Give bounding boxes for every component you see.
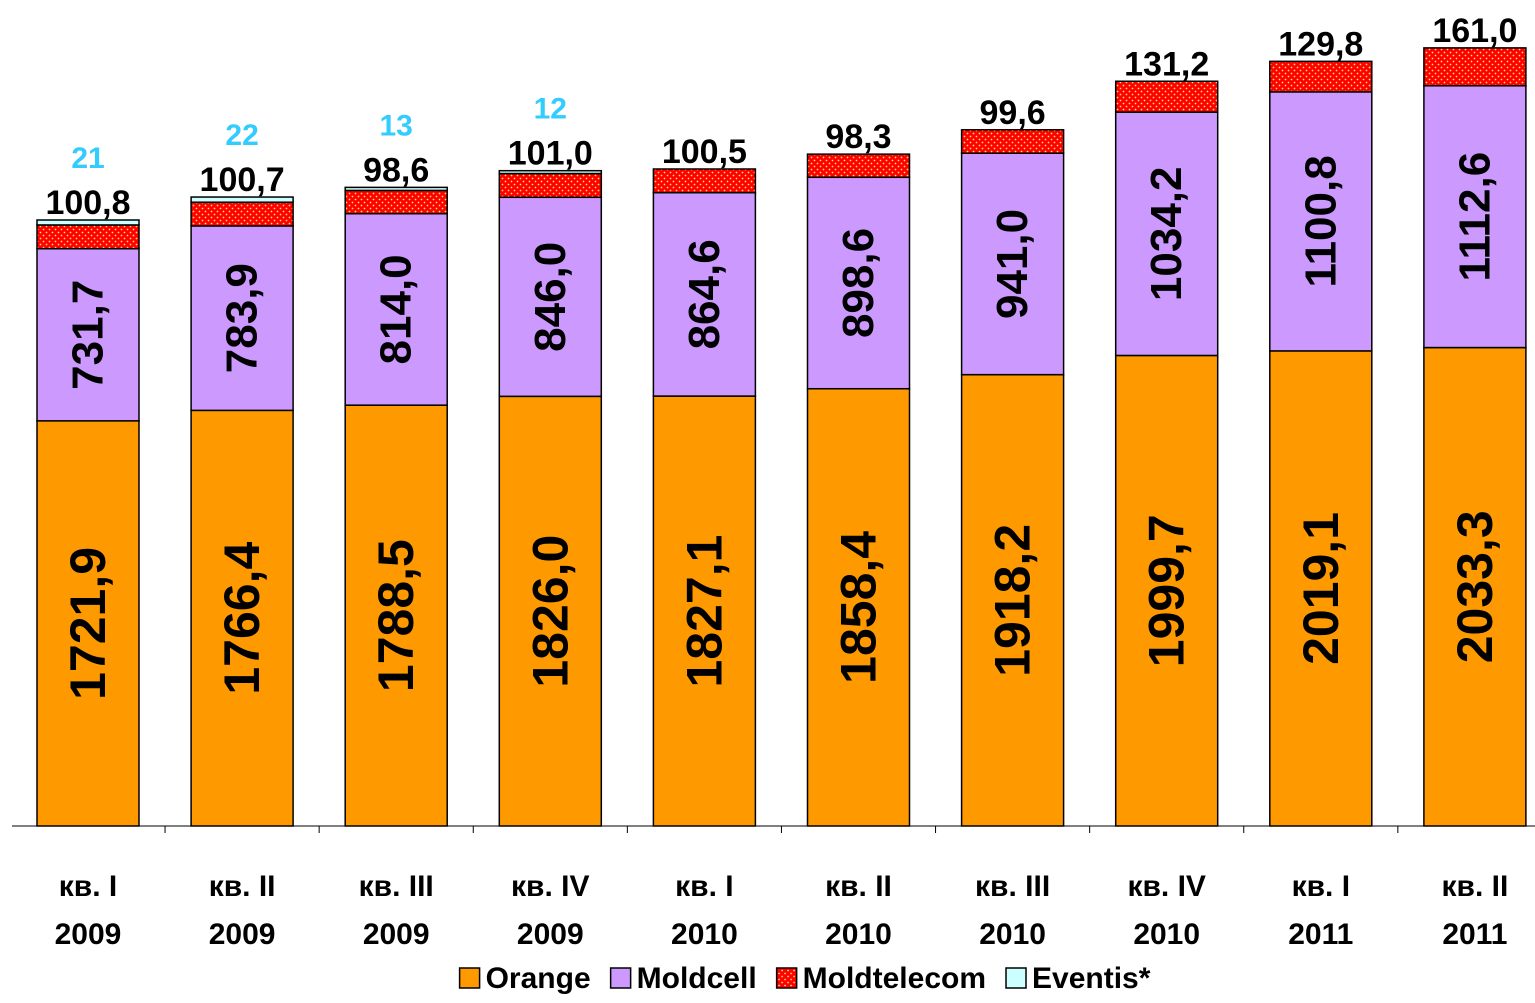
legend-label: Moldtelecom	[803, 962, 986, 995]
bar-segment	[1423, 85, 1527, 349]
data-label: 13	[380, 109, 413, 142]
x-tick-label: кв. IV	[1127, 870, 1205, 903]
data-label: 1788,5	[368, 539, 424, 692]
x-tick-label: 2010	[979, 918, 1046, 951]
bar-segment	[1114, 80, 1219, 113]
legend-swatch	[775, 967, 798, 989]
data-label: 783,9	[218, 263, 267, 373]
data-label: 101,0	[508, 135, 593, 173]
x-tick-label: 2010	[671, 918, 738, 951]
x-tick-label: 2010	[1133, 918, 1200, 951]
data-label: 1826,0	[522, 535, 578, 688]
bar-segment	[806, 153, 911, 179]
legend-label: Eventis*	[1032, 962, 1151, 995]
x-tick-label: 2009	[209, 918, 276, 951]
legend-label: Moldcell	[637, 962, 757, 995]
x-tick-label: кв. II	[825, 870, 892, 903]
x-tick-label: 2010	[825, 918, 892, 951]
data-label: 1858,4	[831, 531, 887, 684]
x-tick-label: кв. I	[1292, 870, 1350, 903]
data-label: 731,7	[64, 280, 113, 390]
x-tick-label: 2011	[1288, 918, 1353, 951]
bar-segment	[36, 224, 140, 250]
bar-segment	[806, 387, 911, 827]
bar-segment	[1269, 60, 1373, 93]
data-label: 1721,9	[60, 547, 116, 700]
bar-segment	[1269, 350, 1373, 827]
bar-segment	[960, 373, 1065, 827]
x-tick-label: кв. III	[975, 870, 1050, 903]
data-label: 21	[71, 142, 104, 175]
data-label: 1112,6	[1450, 152, 1499, 282]
data-label: 22	[225, 119, 258, 152]
x-tick-label: кв. I	[675, 870, 733, 903]
bar-segment	[1114, 354, 1219, 827]
x-tick-label: 2011	[1442, 918, 1507, 951]
legend-swatch	[458, 967, 481, 989]
bar-segment	[1114, 111, 1219, 357]
data-label: 1827,1	[676, 535, 732, 688]
x-tick-label: кв. III	[359, 870, 434, 903]
data-label: 131,2	[1124, 45, 1209, 83]
bar-segment	[344, 189, 448, 215]
data-label: 941,0	[988, 209, 1037, 319]
legend-swatch	[1005, 967, 1027, 989]
bar-segment	[190, 201, 294, 227]
bar-segment	[190, 409, 294, 827]
bar-segment	[652, 395, 757, 827]
x-tick-label: кв. I	[59, 870, 117, 903]
bar-segment	[36, 219, 140, 226]
bar-segment	[498, 196, 603, 398]
bar-segment	[36, 247, 140, 422]
bar-segment	[344, 186, 448, 192]
x-tick-label: кв. IV	[511, 870, 589, 903]
data-label: 99,6	[980, 94, 1046, 132]
bar-segment	[190, 225, 294, 412]
data-label: 846,0	[526, 242, 575, 352]
legend-label: Orange	[486, 962, 591, 995]
bar-segment	[960, 129, 1065, 154]
data-label: 100,8	[45, 184, 130, 222]
data-label: 98,3	[825, 118, 891, 156]
x-tick-label: 2009	[55, 918, 122, 951]
bar-segment	[652, 191, 757, 397]
legend-swatch	[609, 967, 632, 989]
data-label: 814,0	[372, 254, 421, 364]
data-label: 1034,2	[1142, 167, 1191, 302]
bar-segment	[498, 172, 603, 199]
bar-segment	[1423, 346, 1527, 827]
x-tick-label: кв. II	[209, 870, 276, 903]
data-label: 12	[534, 93, 567, 126]
data-label: 98,6	[363, 151, 429, 189]
data-label: 1766,4	[214, 542, 270, 695]
data-label: 100,7	[200, 161, 285, 199]
data-label: 2033,3	[1447, 510, 1503, 663]
data-label: 1100,8	[1296, 155, 1345, 287]
bar-segment	[1269, 91, 1373, 352]
data-label: 1918,2	[985, 524, 1041, 677]
data-label: 129,8	[1278, 25, 1363, 63]
legend: Orange Moldcell Moldtelecom Eventis*	[458, 962, 1151, 995]
data-label: 100,5	[662, 133, 747, 171]
bar-segment	[344, 404, 448, 827]
data-label: 1999,7	[1139, 514, 1195, 667]
data-label: 2019,1	[1293, 512, 1349, 665]
data-label: 898,6	[834, 228, 883, 338]
bar-segment	[190, 196, 294, 203]
data-label: 161,0	[1432, 12, 1517, 50]
x-tick-label: 2009	[517, 918, 584, 951]
x-tick-label: кв. II	[1442, 870, 1509, 903]
data-label: 864,6	[680, 239, 729, 349]
bar-segment	[652, 168, 757, 194]
x-tick-label: 2009	[363, 918, 430, 951]
bar-segment	[498, 169, 603, 175]
bar-segment	[1423, 47, 1527, 87]
